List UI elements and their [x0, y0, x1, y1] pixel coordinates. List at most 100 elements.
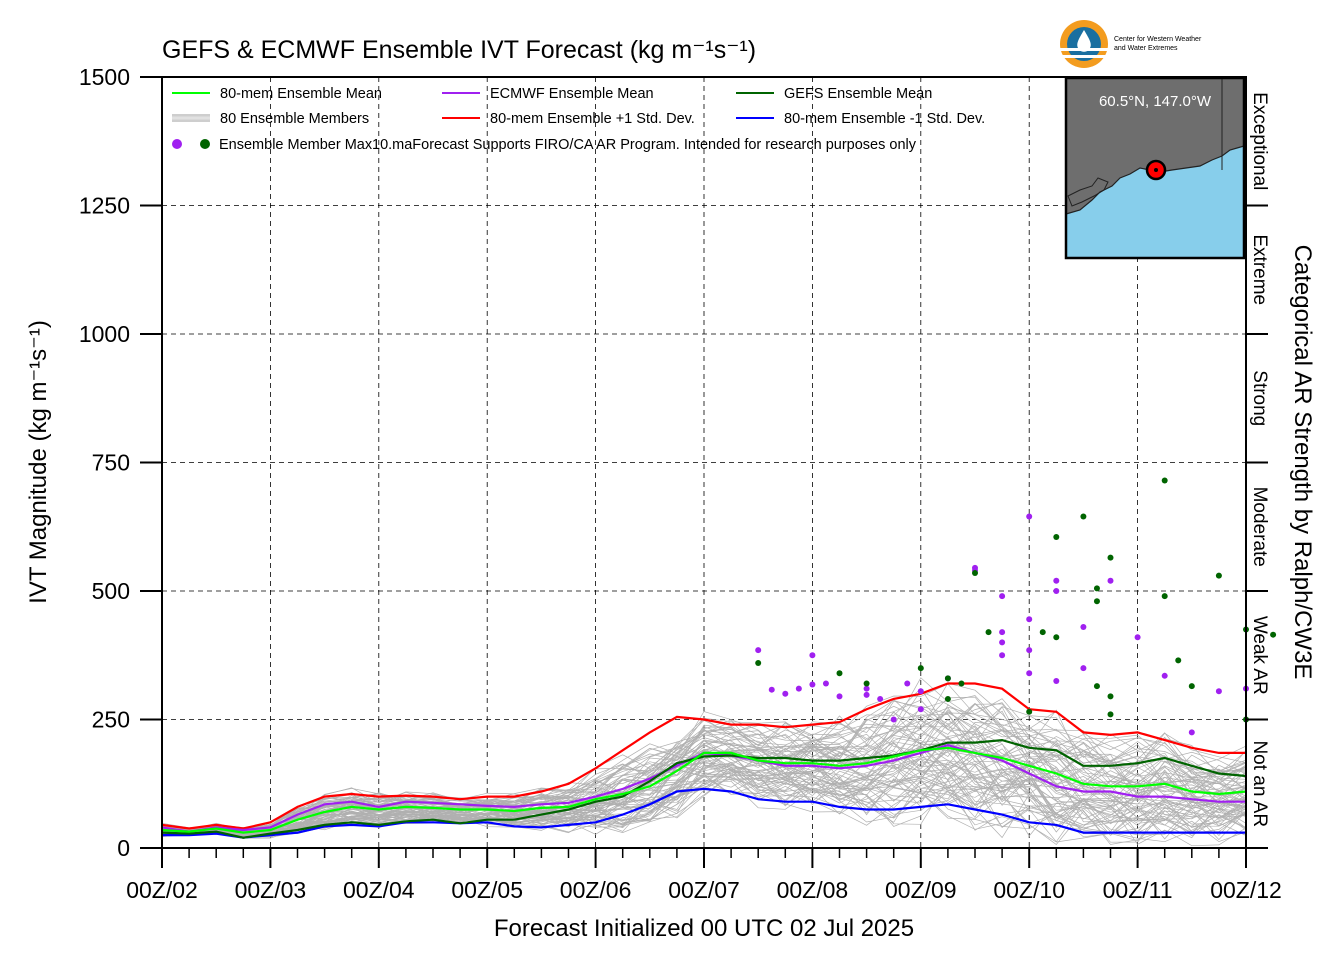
inset-map: 60.5°N, 147.0°W [1064, 76, 1246, 260]
max-point-gefs [1053, 534, 1060, 541]
max-point-ecmwf [822, 680, 829, 687]
max-point-ecmwf [782, 690, 789, 697]
ensemble-member-max-points [755, 477, 1277, 736]
max-point-ecmwf [904, 680, 911, 687]
y-tick-label: 500 [92, 578, 130, 604]
max-point-gefs [958, 680, 965, 687]
max-point-gefs [944, 675, 951, 682]
max-point-gefs [1093, 683, 1100, 690]
ensemble-member-line [161, 698, 1247, 831]
ar-category-axis: Not an AR Weak AR Moderate Strong Extreme Exc… [1246, 92, 1270, 849]
ensemble-member-line [161, 780, 1247, 845]
ensemble-member-line [161, 706, 1247, 830]
y-tick-label: 1250 [79, 193, 130, 219]
max-point-ecmwf [1026, 616, 1033, 623]
max-point-ecmwf [890, 716, 897, 723]
series-line-80-mem-ensemble-mean [161, 746, 1247, 834]
y-axis: 0 250 500 750 1000 1250 1500 [79, 64, 162, 861]
logo-text-line1: Center for Western Weather [1114, 36, 1202, 43]
max-point-ecmwf [1134, 634, 1141, 641]
ensemble-member-line [161, 772, 1247, 839]
x-tick-label: 00Z/07 [668, 877, 740, 903]
category-label: Not an AR [1249, 740, 1270, 827]
max-point-gefs [1175, 657, 1182, 664]
ensemble-member-line [161, 748, 1247, 836]
max-point-gefs [985, 629, 992, 636]
legend: 80-mem Ensemble Mean ECMWF Ensemble Mean G… [172, 86, 985, 153]
ensemble-member-line [161, 745, 1247, 834]
max-point-ecmwf [1026, 647, 1033, 654]
y-tick-label: 0 [117, 835, 130, 861]
max-point-ecmwf [1080, 623, 1087, 630]
max-point-ecmwf [863, 685, 870, 692]
max-point-ecmwf [1053, 588, 1060, 594]
x-tick-label: 00Z/11 [1103, 877, 1173, 903]
max-point-gefs [1039, 629, 1046, 636]
max-point-ecmwf [1188, 729, 1195, 736]
max-point-gefs [972, 570, 978, 577]
legend-label: Ensemble Member Max [219, 137, 373, 153]
max-point-gefs [917, 665, 924, 672]
max-point-ecmwf [877, 695, 884, 702]
y-axis-title: IVT Magnitude (kg m⁻¹s⁻¹) [25, 320, 52, 604]
x-tick-label: 00Z/05 [451, 877, 523, 903]
category-label: Extreme [1249, 234, 1270, 305]
max-point-ecmwf [999, 652, 1006, 659]
x-tick-label: 00Z/06 [560, 877, 632, 903]
ensemble-member-line [161, 764, 1247, 835]
category-label: Exceptional [1249, 92, 1270, 190]
max-point-ecmwf [809, 681, 816, 688]
max-point-ecmwf [768, 686, 775, 693]
y-tick-label: 1000 [79, 321, 130, 347]
max-point-ecmwf [1080, 665, 1087, 672]
max-point-gefs [944, 695, 951, 702]
legend-label: 80 Ensemble Members [220, 111, 369, 127]
max-point-ecmwf [1026, 670, 1033, 677]
logo-text-line2: and Water Extremes [1114, 45, 1178, 52]
max-point-gefs [1215, 572, 1222, 579]
max-point-gefs [1107, 554, 1114, 561]
max-point-ecmwf [999, 593, 1006, 600]
inset-map-location-label: 60.5°N, 147.0°W [1099, 93, 1212, 110]
series-line-80-mem-ensemble-1-std-dev- [161, 682, 1246, 830]
max-point-gefs [1188, 683, 1195, 690]
max-point-gefs [836, 670, 843, 677]
legend-label: ECMWF Ensemble Mean [490, 86, 654, 102]
x-tick-label: 00Z/12 [1210, 877, 1282, 903]
logo-drop-icon [1077, 30, 1091, 52]
right-axis-title: Categorical AR Strength by Ralph/CW3E [1289, 245, 1316, 680]
max-point-gefs [1080, 513, 1087, 520]
legend-label: 80-mem Ensemble +1 Std. Dev. [490, 111, 695, 127]
max-point-ecmwf [836, 693, 843, 700]
chart-title: GEFS & ECMWF Ensemble IVT Forecast (kg m… [162, 36, 756, 64]
max-point-ecmwf [999, 639, 1006, 646]
x-axis: 00Z/02 00Z/03 00Z/04 00Z/05 00Z/06 00Z/07 00Z/… [126, 848, 1282, 903]
max-point-gefs [1093, 585, 1100, 592]
ensemble-member-line [161, 742, 1247, 836]
max-point-ecmwf [1053, 577, 1060, 584]
category-label: Moderate [1249, 487, 1270, 567]
max-point-ecmwf [917, 688, 924, 695]
x-tick-label: 00Z/08 [777, 877, 849, 903]
series-line-80-mem-ensemble-1-std-dev- [162, 787, 1246, 839]
series-lines [161, 682, 1247, 839]
max-point-gefs [1270, 631, 1277, 638]
x-tick-label: 00Z/09 [885, 877, 957, 903]
max-point-gefs [1093, 598, 1100, 605]
legend-dot-gefs [200, 139, 210, 149]
ensemble-member-line [161, 745, 1247, 833]
y-tick-label: 250 [92, 707, 130, 733]
max-point-ecmwf [999, 629, 1006, 636]
max-point-ecmwf [795, 685, 802, 692]
ensemble-member-line [161, 710, 1247, 832]
legend-note: 10.maForecast Supports FIRO/CA AR Progra… [372, 137, 917, 153]
max-point-ecmwf [755, 647, 762, 654]
ensemble-member-line [161, 775, 1247, 845]
max-point-gefs [863, 680, 870, 687]
max-point-gefs [1053, 634, 1060, 641]
ensemble-member-line [161, 737, 1247, 834]
legend-label: GEFS Ensemble Mean [784, 86, 932, 102]
max-point-gefs [1107, 693, 1114, 700]
max-point-ecmwf [1215, 688, 1222, 695]
